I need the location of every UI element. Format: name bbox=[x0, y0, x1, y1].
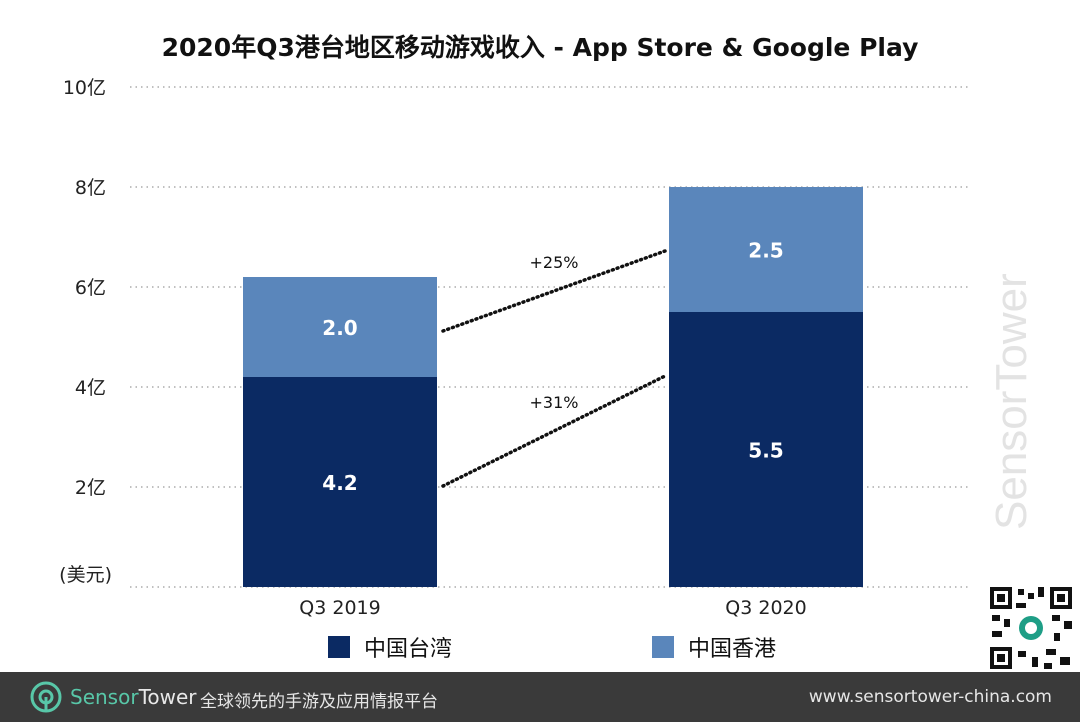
legend-item-taiwan: 中国台湾 bbox=[328, 632, 452, 662]
bar-value-label: 2.0 bbox=[322, 316, 357, 340]
chart-title: 2020年Q3港台地区移动游戏收入 - App Store & Google P… bbox=[161, 33, 919, 62]
growth-connector-line bbox=[441, 374, 667, 488]
footer-brand: SensorTower bbox=[70, 685, 197, 709]
bar-segment-taiwan bbox=[669, 312, 863, 587]
footer-bar: SensorTower 全球领先的手游及应用情报平台 www.sensortow… bbox=[0, 672, 1080, 722]
bar-segment-hongkong bbox=[669, 187, 863, 312]
growth-annotation-label: +25% bbox=[530, 253, 579, 272]
y-tick-label: 10亿 bbox=[63, 77, 106, 99]
y-tick-label: 4亿 bbox=[75, 377, 106, 399]
sensortower-watermark: SensorTower bbox=[987, 273, 1036, 530]
growth-annotation-label: +31% bbox=[530, 393, 579, 412]
legend-label-taiwan: 中国台湾 bbox=[364, 637, 453, 662]
qr-code-image bbox=[988, 585, 1074, 671]
bar-segment-hongkong bbox=[243, 277, 437, 377]
y-tick-label: 8亿 bbox=[75, 177, 106, 199]
y-tick-label: 6亿 bbox=[75, 277, 106, 299]
growth-connector-line bbox=[441, 249, 667, 333]
y-unit-label: (美元) bbox=[59, 564, 112, 586]
footer-url: www.sensortower-china.com bbox=[808, 687, 1052, 707]
bar-value-label: 4.2 bbox=[322, 471, 357, 495]
footer-brand-sensor: Sensor bbox=[70, 685, 139, 709]
x-category-label: Q3 2020 bbox=[725, 597, 806, 619]
y-tick-label: 2亿 bbox=[75, 477, 106, 499]
bar-value-label: 2.5 bbox=[748, 239, 783, 263]
sensortower-logo-icon bbox=[30, 681, 62, 713]
footer-brand-tower: Tower bbox=[138, 685, 197, 709]
bar-segment-taiwan bbox=[243, 377, 437, 587]
footer-tagline: 全球领先的手游及应用情报平台 bbox=[200, 692, 438, 712]
x-category-label: Q3 2019 bbox=[299, 597, 380, 619]
bar-value-label: 5.5 bbox=[748, 439, 783, 463]
legend-swatch-hongkong bbox=[652, 636, 674, 658]
watermark-text: SensorTower bbox=[987, 273, 1036, 530]
legend-item-hongkong: 中国香港 bbox=[652, 632, 776, 662]
legend-swatch-taiwan bbox=[328, 636, 350, 658]
chart-area: 2亿 4亿 6亿 8亿 10亿 (美元) 4.2 2.0 Q3 2019 5.5 2.5 Q3 202… bbox=[59, 77, 968, 619]
legend-label-hongkong: 中国香港 bbox=[688, 637, 777, 662]
